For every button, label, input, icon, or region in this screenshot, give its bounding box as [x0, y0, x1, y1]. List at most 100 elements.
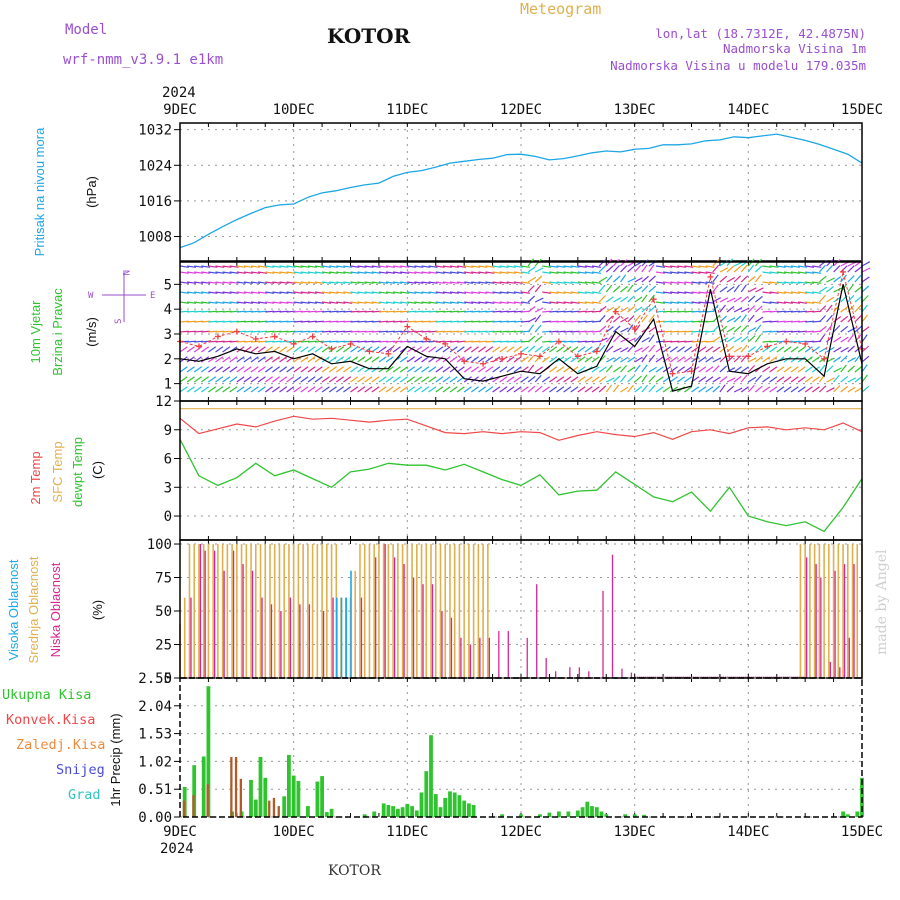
wind-arrow: [329, 301, 339, 304]
wind-arrow: [833, 276, 842, 283]
wind-arrow: [201, 320, 211, 323]
altitude-label: Nadmorska Visina 1m: [723, 41, 866, 56]
wind-arrow: [747, 295, 756, 303]
wind-arrow: [371, 386, 380, 393]
wind-arrow: [527, 364, 535, 373]
wind-arrow: [464, 330, 474, 333]
wind-arrow: [648, 264, 655, 273]
wind-arrow: [549, 265, 559, 268]
wind-arrow: [470, 366, 479, 373]
precip-total-bar: [315, 781, 320, 817]
wind-arrow: [421, 346, 430, 353]
wind-arrow: [478, 366, 487, 373]
wind-arrow: [805, 281, 815, 284]
wind-arrow: [698, 346, 707, 353]
precip-total-bar: [575, 810, 580, 817]
mid-cloud-label: Srednja Oblacnost: [26, 556, 41, 663]
wind-arrow: [627, 344, 635, 353]
wind-arrow: [329, 265, 339, 268]
wind-arrow: [471, 281, 481, 284]
wind-arrow: [322, 320, 332, 323]
precip-total-bar: [324, 812, 329, 817]
wind-arrow: [847, 334, 854, 343]
wind-arrow: [776, 376, 785, 383]
wind-arrow: [840, 376, 849, 383]
wind-arrow: [755, 316, 764, 323]
wind-arrow: [733, 265, 742, 273]
wind-arrow: [840, 265, 848, 273]
wind-arrow: [442, 271, 452, 274]
wind-arrow: [655, 366, 664, 373]
wind-arrow: [570, 271, 580, 274]
precip-total-bar: [396, 808, 400, 817]
wind-arrow: [627, 306, 636, 313]
wind-arrow: [457, 320, 467, 323]
wind-arrow: [286, 330, 296, 333]
wind-arrow: [641, 384, 649, 393]
temperature-unit: (C): [90, 461, 105, 479]
wind-arrow: [698, 330, 708, 333]
wind-arrow: [549, 291, 559, 294]
wind-arrow: [740, 307, 750, 313]
wind-arrow: [193, 346, 202, 353]
wind-arrow: [663, 291, 673, 294]
wind-arrow: [243, 301, 253, 304]
wind-arrow: [442, 346, 451, 353]
wind-arrow: [726, 336, 735, 343]
wind-arrow: [250, 320, 261, 323]
wind-arrow: [854, 304, 862, 313]
wind-arrow: [449, 346, 458, 353]
wind-arrow: [229, 320, 239, 323]
wind-arrow: [335, 356, 345, 363]
precip-convective-bar: [268, 800, 271, 817]
wind-arrow: [378, 265, 388, 268]
wind-arrow: [798, 320, 808, 323]
wind-arrow: [478, 271, 488, 274]
wind-arrow: [236, 281, 246, 284]
wind-arrow: [754, 265, 763, 273]
wind-arrow: [385, 271, 395, 274]
wind-arrow: [449, 265, 459, 268]
wind-arrow: [754, 345, 763, 353]
wind-arrow: [577, 281, 587, 284]
wind-arrow: [812, 301, 822, 304]
wind-arrow: [804, 346, 813, 353]
top-day-label: 11DEC: [386, 102, 428, 118]
wind-arrow: [634, 347, 643, 353]
wind-arrow: [222, 356, 231, 363]
wind-arrow: [591, 271, 602, 274]
wind-arrow: [776, 330, 786, 333]
wind-arrow: [265, 281, 275, 284]
wind-arrow: [804, 356, 813, 363]
wind-arrow: [286, 366, 295, 373]
wind-arrow: [598, 265, 607, 273]
precip-convective-bar: [239, 778, 242, 817]
wind-arrow: [712, 385, 720, 393]
wind-arrow: [258, 330, 268, 333]
wind-arrow: [357, 281, 367, 284]
wind-arrow: [350, 340, 360, 343]
wind-arrow: [506, 271, 516, 274]
temp-2m-label: 2m Temp: [28, 451, 43, 504]
wind-arrow: [208, 346, 217, 353]
wind-arrow: [698, 386, 707, 393]
wind-arrow: [783, 271, 793, 274]
wind-arrow: [549, 320, 559, 323]
wind-arrow: [314, 346, 323, 353]
wind-arrow: [684, 346, 693, 353]
wind-arrow: [740, 284, 747, 293]
wind-arrow: [762, 310, 772, 313]
wind-arrow: [677, 320, 687, 323]
wind-arrow: [464, 301, 474, 304]
wind-arrow: [421, 291, 431, 294]
wind-arrow: [677, 301, 687, 304]
wind-arrow: [328, 386, 337, 393]
wind-arrow: [733, 355, 742, 363]
wind-arrow: [598, 337, 608, 343]
wind-arrow: [243, 291, 253, 294]
y-tick-label: 25: [155, 638, 172, 654]
station-title: KOTOR: [327, 24, 411, 48]
wind-arrow: [421, 356, 430, 363]
wind-arrow: [740, 344, 748, 353]
wind-arrow: [385, 356, 394, 363]
